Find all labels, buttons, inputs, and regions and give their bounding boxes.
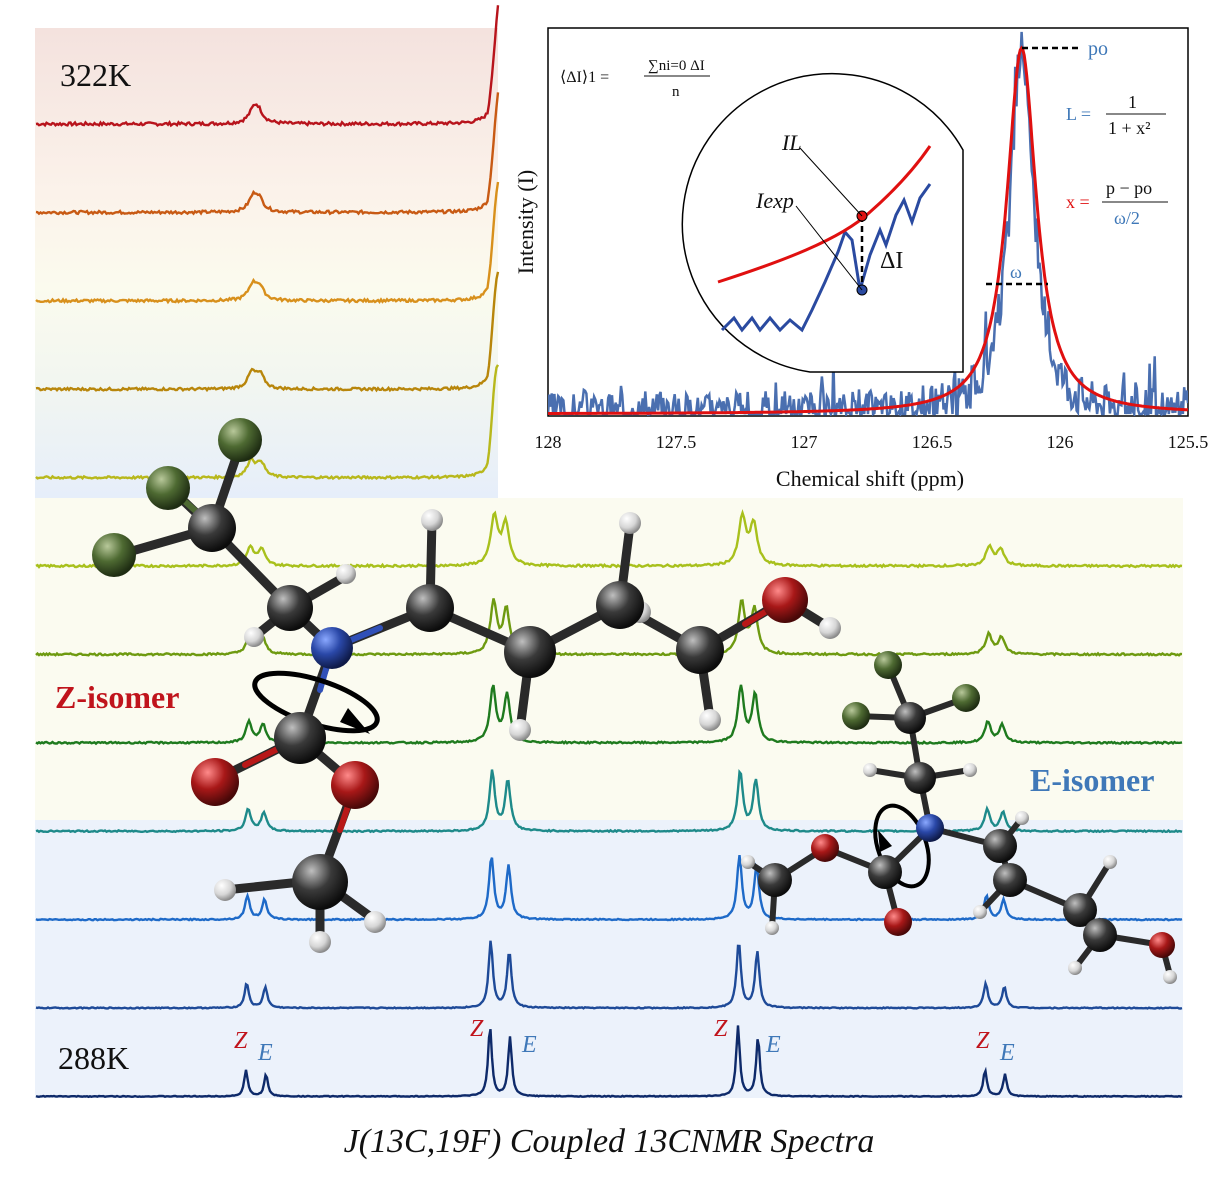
- peak-label-group: Z E Z E Z E Z E: [234, 1016, 1015, 1066]
- spectrum-line: [35, 940, 1183, 1010]
- temp-low-label: 288K: [58, 1040, 129, 1076]
- x-tick-label: 126.5: [912, 432, 953, 452]
- peak-label-e: E: [999, 1040, 1015, 1066]
- spectrum-line: [35, 508, 1183, 569]
- spectra-stack: [35, 5, 1183, 1099]
- temp-high-label: 322K: [60, 57, 131, 93]
- upper-background: [35, 28, 498, 498]
- l-formula-den: 1 + x²: [1108, 118, 1151, 138]
- e-isomer-molecule: [741, 651, 1177, 984]
- mean-formula-lhs: ⟨ΔI⟩1 =: [560, 69, 609, 86]
- delta-i-label: ΔI: [880, 248, 903, 274]
- spectrum-line: [35, 768, 1183, 834]
- mean-formula-den: n: [672, 84, 680, 100]
- x-formula-den: ω/2: [1114, 208, 1140, 228]
- l-formula-num: 1: [1128, 92, 1137, 112]
- inset-x-ticks: 128 127.5 127 126.5 126 125.5: [535, 432, 1209, 452]
- spectrum-line: [35, 854, 1183, 922]
- inset-experimental-line: [548, 31, 1188, 416]
- x-formula-num: p − po: [1106, 178, 1152, 198]
- inset-lorentzian-line: [548, 45, 1188, 415]
- spectrum-line: [35, 92, 500, 216]
- mean-formula-num: ∑ni=0 ΔI: [648, 58, 705, 74]
- peak-label-e: E: [257, 1040, 273, 1066]
- spectrum-line: [35, 364, 500, 481]
- peak-label-z: Z: [714, 1016, 728, 1042]
- spectrum-line: [35, 271, 500, 393]
- x-formula-lhs: x =: [1066, 192, 1090, 212]
- p0-label: po: [1088, 38, 1108, 60]
- z-isomer-label: Z-isomer: [55, 679, 179, 715]
- zoom-bubble: [681, 72, 964, 373]
- zoom-experimental-line: [720, 183, 932, 333]
- inset-ylabel: Intensity (I): [513, 170, 538, 274]
- x-tick-label: 127.5: [656, 432, 697, 452]
- spectrum-line: [35, 5, 500, 128]
- x-tick-label: 128: [535, 432, 562, 452]
- spectrum-line: [35, 181, 500, 305]
- spectrum-line: [35, 598, 1183, 657]
- spectrum-line: [35, 1025, 1183, 1099]
- figure-title: J(13C,19F) Coupled 13CNMR Spectra: [344, 1123, 875, 1160]
- x-tick-label: 125.5: [1168, 432, 1209, 452]
- inset-chart: IL Iexp ΔI ⟨ΔI⟩1 = ∑ni=0 ΔI n po ω L = 1…: [513, 27, 1209, 491]
- peak-label-e: E: [765, 1032, 781, 1058]
- peak-label-e: E: [521, 1032, 537, 1058]
- peak-label-z: Z: [470, 1016, 484, 1042]
- l-formula-lhs: L =: [1066, 104, 1091, 124]
- spectrum-line: [35, 684, 1183, 746]
- il-label: IL: [781, 130, 802, 155]
- cool-background: [35, 820, 1183, 1098]
- e-isomer-label: E-isomer: [1030, 762, 1154, 798]
- peak-label-z: Z: [234, 1028, 248, 1054]
- iexp-label: Iexp: [755, 188, 794, 213]
- peak-label-z: Z: [976, 1028, 990, 1054]
- omega-label: ω: [1010, 262, 1022, 282]
- z-isomer-molecule: [92, 418, 841, 953]
- x-tick-label: 127: [791, 432, 818, 452]
- inset-xlabel: Chemical shift (ppm): [776, 466, 964, 491]
- x-tick-label: 126: [1047, 432, 1074, 452]
